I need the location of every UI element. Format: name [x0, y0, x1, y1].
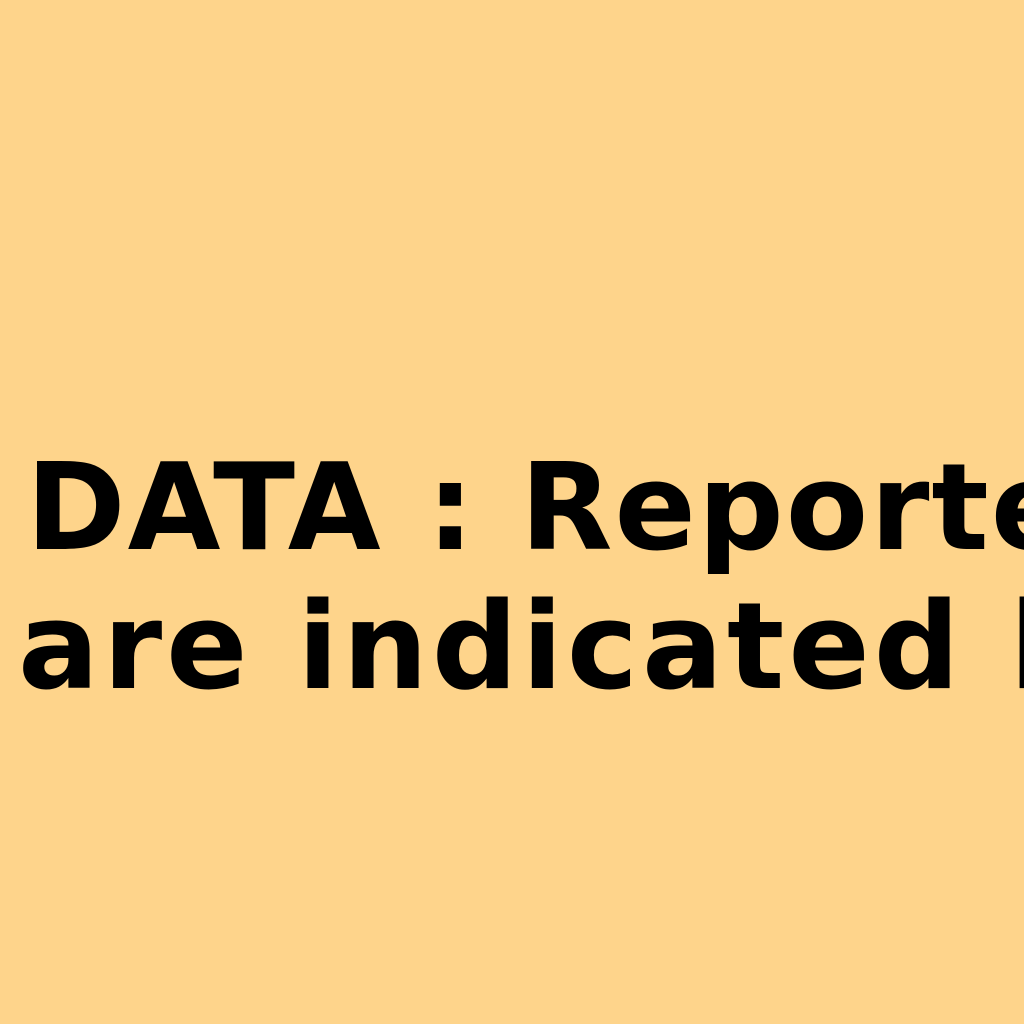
- text-line-1: DATA : Reported: [26, 439, 1024, 578]
- text-line-2: are indicated by: [18, 578, 1024, 717]
